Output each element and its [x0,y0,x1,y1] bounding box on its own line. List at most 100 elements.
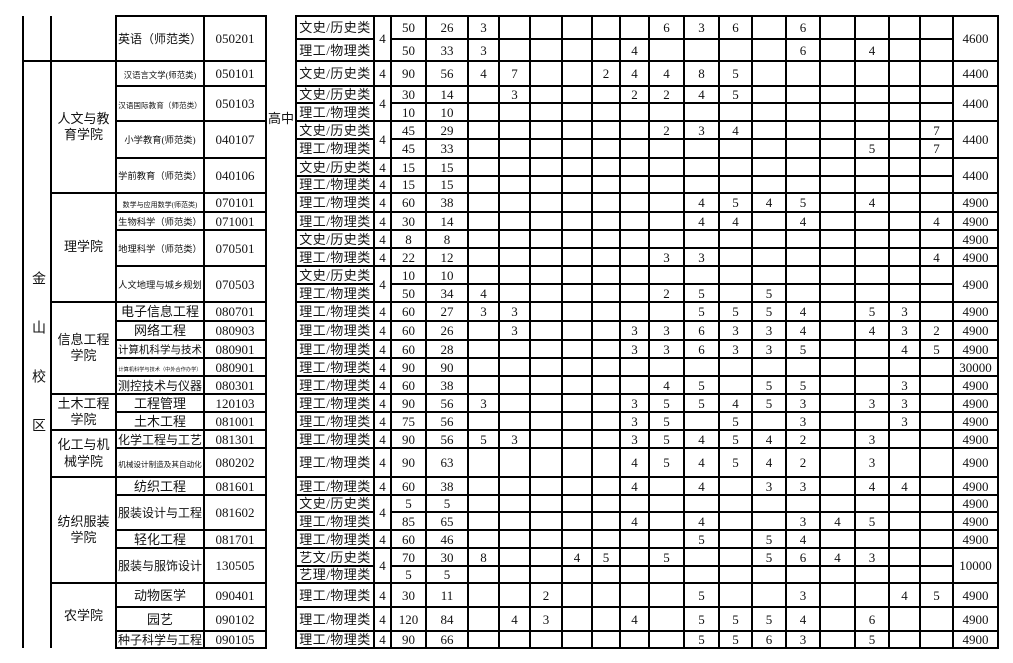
tuition-cell: 4900 [952,529,999,549]
quota-cell [619,157,650,177]
plan-count-cell: 30 [390,85,427,104]
quota-cell [591,38,621,62]
quota-cell [467,229,500,249]
quota-cell [888,494,921,513]
quota-cell-text: 3 [480,42,487,58]
subject-type-cell-text: 理工/物理类 [299,413,371,429]
quota-cell: 4 [819,547,856,567]
quota-cell [648,582,685,608]
major-code-cell: 080903 [203,320,267,341]
quota-cell-text: 7 [933,141,940,156]
major-code-cell-text: 081602 [215,505,255,520]
plan-count-cell-text: 90 [402,431,415,447]
subject-type-cell: 理工/物理类 [295,393,375,413]
quota-cell: 3 [888,393,921,413]
quota-cell: 4 [683,476,720,496]
tuition-cell-text: 30000 [959,359,992,375]
major-name-cell: 小学教育(师范类) [115,120,205,159]
quota-cell [819,247,856,267]
major-code-cell-text: 050103 [215,96,255,111]
plan-count-cell-text: 70 [402,549,415,565]
quota-cell: 4 [683,192,720,213]
subject-type-cell-text: 理工/物理类 [299,611,371,627]
quota-cell: 2 [648,120,685,140]
quota-cell [648,157,685,177]
admitted-count-cell: 10 [425,102,469,122]
quota-cell: 3 [467,301,500,322]
quota-cell [561,102,593,122]
quota-cell: 3 [785,582,821,608]
campus-name: 金山校区 [30,271,45,467]
quota-cell [785,102,821,122]
years-cell: 4 [373,15,392,62]
quota-cell [919,494,954,513]
quota-cell [561,529,593,549]
quota-cell-text: 5 [732,66,739,81]
table-row: 园艺 090102 理工/物理类 4 120 84 4 3 4 5 5 5 4 6 4900 [23,606,999,632]
quota-cell [888,175,921,194]
quota-cell [648,606,685,632]
years-cell-text: 4 [379,132,386,147]
table-row: 汉语国际教育（师范类） 050103 文史/历史类 4 30 14 3 2 2 4 5 4400 [23,85,999,122]
quota-cell [648,229,685,249]
quota-cell [819,211,856,231]
quota-cell [467,339,500,359]
tuition-cell: 4400 [952,157,999,194]
quota-cell-text: 3 [698,122,705,138]
table-row: 金山校区 人文与教育学院 汉语言文学(师范类) 050101 文史/历史类 4 90 56 4 7… [22,60,999,648]
quota-cell [819,283,856,303]
admitted-count-cell-text: 26 [440,323,454,338]
years-cell: 4 [373,357,392,377]
quota-cell-text: 6 [765,632,773,647]
quota-cell-text: 4 [698,431,705,447]
quota-cell [467,85,500,104]
admitted-count-cell: 56 [425,60,469,87]
quota-cell [819,38,856,62]
quota-cell-text: 4 [933,249,940,265]
subject-type-cell-text: 文史/历史类 [299,87,371,102]
quota-cell [529,211,563,231]
tuition-cell: 4900 [952,375,999,395]
tuition-cell-text: 4900 [962,413,989,429]
plan-count-cell: 60 [390,301,427,322]
table-row: 理工/物理类 4 15 15 [23,175,998,194]
quota-cell [591,339,621,359]
quota-cell-text: 5 [933,341,940,357]
quota-cell [819,606,856,632]
years-cell-text: 4 [379,632,386,647]
tuition-cell: 4900 [952,339,999,359]
quota-cell [854,265,890,285]
major-code-cell-text: 080903 [215,323,255,338]
admitted-count-cell-text: 10 [440,104,454,120]
quota-cell-text: 3 [868,395,876,411]
quota-cell [561,265,593,285]
major-name-cell-text: 服装与服饰设计 [117,559,202,573]
tuition-cell: 4900 [952,429,999,449]
quota-cell [919,38,954,62]
quota-cell-text: 3 [732,341,739,357]
subject-type-cell: 理工/物理类 [295,38,375,62]
quota-cell [467,357,500,377]
quota-cell: 3 [888,301,921,322]
quota-cell [683,102,720,122]
quota-cell [919,547,954,567]
quota-cell [888,630,921,649]
table-row: 计算机科学与技术 080901 理工/物理类 4 60 28 3 3 6 3 3 5 4 5 4900 [23,339,999,359]
quota-cell [498,265,531,285]
quota-cell [561,211,593,231]
quota-cell [718,247,753,267]
quota-cell [648,357,685,377]
quota-cell-text: 6 [663,20,670,35]
quota-cell: 3 [751,339,787,359]
quota-cell [751,138,787,159]
plan-count-cell-text: 8 [405,231,412,247]
quota-cell [819,447,856,478]
quota-cell [751,15,787,40]
quota-cell: 3 [683,15,720,40]
table-row: 纺织服装学院 纺织工程 081601 理工/物理类 4 60 38 4 4 3 3 4 4 4900 [23,476,999,584]
quota-cell [854,229,890,249]
quota-cell-text: 5 [698,531,705,547]
quota-cell [498,211,531,231]
quota-cell [919,357,954,377]
quota-cell [854,339,890,359]
